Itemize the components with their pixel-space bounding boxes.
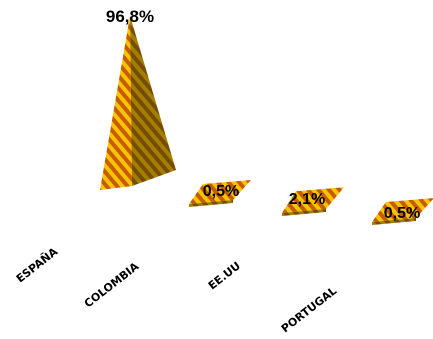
pyramid-face-side	[282, 209, 326, 216]
category-tick-label: PORTUGAL	[279, 284, 339, 335]
data-label: 2,1%	[289, 191, 325, 208]
pyramid-face-left	[100, 15, 132, 191]
pyramid-face-top	[372, 198, 433, 222]
data-label: 96,8%	[106, 7, 154, 26]
data-label: 0,5%	[203, 183, 239, 200]
category-tick-label: EE.UU	[206, 259, 243, 292]
category-tick-label: COLOMBIA	[82, 260, 142, 311]
category-labels: ESPAÑA COLOMBIA EE.UU PORTUGAL	[14, 245, 339, 336]
bar-eeuu	[282, 187, 344, 216]
pyramid-face-side	[189, 200, 233, 207]
data-label: 0,5%	[384, 205, 420, 222]
bar-espaa	[100, 15, 176, 191]
chart-marks	[100, 15, 433, 225]
value-labels: 96,8% 0,5% 2,1% 0,5%	[106, 7, 420, 222]
bar-portugal	[372, 198, 433, 225]
pyramid-face-right	[130, 15, 176, 187]
pyramid-face-top	[189, 180, 251, 204]
bar-colombia	[189, 180, 251, 207]
pyramid-face-top	[282, 187, 344, 213]
category-tick-label: ESPAÑA	[14, 245, 61, 286]
pyramid-face-side	[372, 218, 416, 225]
